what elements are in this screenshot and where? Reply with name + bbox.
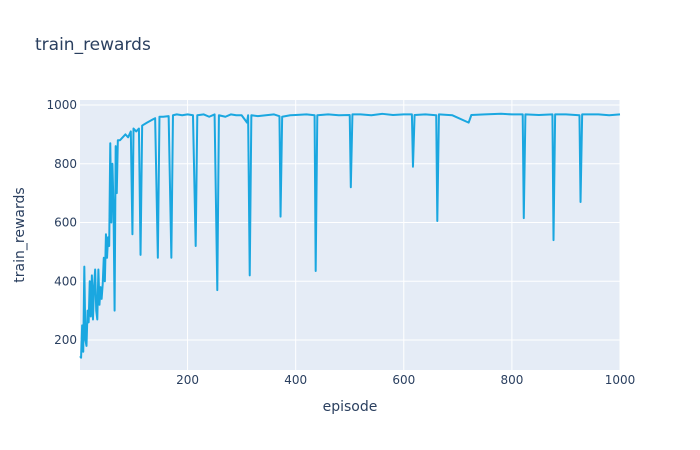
x-tick-label: 400 (284, 373, 307, 387)
y-tick-label: 800 (54, 157, 77, 171)
x-axis-label: episode (323, 399, 378, 415)
x-tick-label: 600 (392, 373, 415, 387)
labels: 200 400 600 800 1000 200 400 600 800 1000 (46, 98, 635, 387)
chart-title: train_rewards (35, 35, 151, 55)
line (79, 112, 621, 359)
y-tick-label: 400 (54, 274, 77, 288)
y-tick-label: 200 (54, 333, 77, 347)
y-axis-label: train_rewards (12, 187, 28, 282)
series (79, 112, 621, 359)
x-tick-label: 800 (500, 373, 523, 387)
y-tick-label: 1000 (46, 98, 77, 112)
x-tick-label: 200 (176, 373, 199, 387)
x-tick-label: 1000 (605, 373, 636, 387)
y-tick-label: 600 (54, 216, 77, 230)
grid (80, 100, 621, 370)
